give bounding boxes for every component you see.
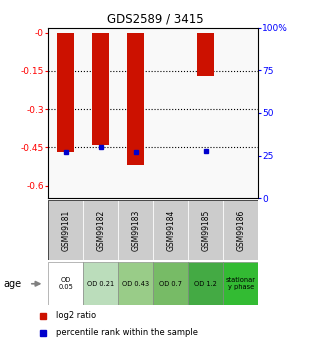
Bar [127, 33, 144, 165]
Bar [223, 262, 258, 305]
Bar [188, 262, 223, 305]
Text: GSM99183: GSM99183 [131, 210, 140, 251]
Bar [197, 33, 214, 76]
Text: stationar
y phase: stationar y phase [226, 277, 256, 290]
Text: GSM99186: GSM99186 [236, 210, 245, 251]
Bar [83, 200, 118, 260]
Text: GSM99181: GSM99181 [61, 210, 70, 251]
Bar [118, 200, 153, 260]
Bar [153, 200, 188, 260]
Text: log2 ratio: log2 ratio [56, 311, 96, 320]
Bar [223, 200, 258, 260]
Bar [118, 262, 153, 305]
Bar [83, 262, 118, 305]
Text: age: age [3, 279, 21, 289]
Text: OD 1.2: OD 1.2 [194, 281, 217, 287]
Text: OD
0.05: OD 0.05 [58, 277, 73, 290]
Bar [48, 200, 83, 260]
Text: GSM99184: GSM99184 [166, 210, 175, 251]
Text: GDS2589 / 3415: GDS2589 / 3415 [107, 12, 204, 25]
Bar [57, 33, 74, 152]
Text: OD 0.7: OD 0.7 [159, 281, 182, 287]
Bar [153, 262, 188, 305]
Bar [48, 200, 258, 260]
Text: GSM99182: GSM99182 [96, 210, 105, 251]
Bar [92, 33, 109, 145]
Text: percentile rank within the sample: percentile rank within the sample [56, 328, 198, 337]
Text: OD 0.43: OD 0.43 [122, 281, 149, 287]
Bar [48, 262, 83, 305]
Text: GSM99185: GSM99185 [201, 210, 210, 251]
Bar [188, 200, 223, 260]
Text: OD 0.21: OD 0.21 [87, 281, 114, 287]
